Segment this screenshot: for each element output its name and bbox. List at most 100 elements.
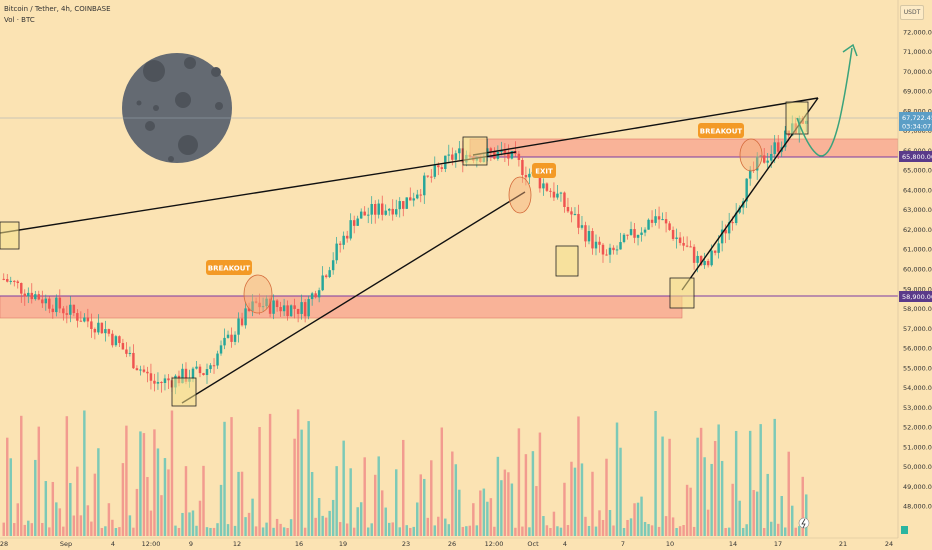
candle-body	[237, 318, 240, 335]
breakout-badge-2: BREAKOUT	[698, 123, 744, 138]
volume-bar	[734, 430, 738, 536]
volume-bar	[622, 527, 626, 536]
volume-bar	[664, 516, 668, 536]
volume-bar	[163, 458, 167, 536]
volume-bar	[188, 512, 191, 536]
candle-body	[500, 150, 503, 152]
candle-body	[118, 336, 121, 344]
volume-bar	[107, 503, 111, 536]
candle-body	[48, 298, 51, 309]
volume-bar	[324, 517, 328, 536]
y-tick-label: 67,000.00	[903, 127, 932, 135]
x-tick-label: 12	[233, 540, 241, 548]
candle-body	[2, 278, 5, 280]
last-price-value: 67,722.45	[902, 114, 932, 122]
candle-body	[83, 317, 86, 322]
candle-body	[272, 300, 275, 314]
upper-trendline	[0, 151, 517, 234]
candle-body	[289, 305, 293, 317]
candle-body	[706, 260, 710, 266]
candle-body	[202, 373, 205, 376]
volume-bar	[759, 424, 762, 536]
candle-body	[261, 306, 265, 308]
volume-bar	[181, 512, 184, 536]
candle-body	[668, 223, 671, 230]
candle-body	[107, 329, 111, 334]
volume-bar	[405, 525, 408, 536]
volume-bar	[226, 524, 230, 536]
volume-bar	[251, 498, 254, 536]
candle-body	[69, 304, 72, 315]
volume-bar	[776, 523, 780, 536]
candle-body	[384, 210, 387, 215]
y-tick-label: 57,000.00	[903, 325, 932, 333]
volume-bar	[240, 471, 244, 536]
candle-body	[549, 190, 552, 192]
exit-badge: EXIT	[532, 163, 556, 178]
volume-bar	[755, 491, 759, 536]
candle-body	[86, 317, 90, 322]
volume-bar	[647, 524, 650, 536]
candle-body	[149, 373, 153, 381]
x-tick-label: Sep	[60, 540, 72, 548]
candle-body	[734, 212, 738, 224]
volume-bar	[209, 527, 212, 536]
volume-bar	[791, 505, 794, 536]
candle-body	[139, 369, 142, 371]
volume-bar	[345, 523, 349, 536]
volume-bar	[437, 516, 440, 536]
volume-bar	[794, 527, 797, 536]
volume-bars	[2, 409, 808, 536]
candle-body	[451, 154, 454, 160]
candle-body	[391, 208, 394, 215]
x-tick-label: 19	[339, 540, 347, 548]
candle-body	[72, 304, 76, 314]
volume-bar	[72, 515, 76, 536]
y-tick-label: 58,000.00	[903, 305, 932, 313]
volume-bar	[531, 451, 535, 536]
candle-body	[601, 244, 605, 255]
candle-body	[153, 380, 156, 384]
x-tick-label: 4	[563, 540, 567, 548]
candle-body	[62, 308, 65, 314]
scale-badge[interactable]	[901, 526, 908, 534]
volume-bar	[671, 517, 675, 536]
candle-body	[556, 193, 559, 198]
volume-bar	[90, 521, 93, 536]
volume-bar	[584, 516, 587, 536]
volume-bar	[500, 480, 503, 536]
candle-body	[710, 250, 713, 266]
volume-bar	[559, 527, 563, 536]
candle-body	[23, 293, 27, 297]
candle-body	[402, 201, 405, 209]
currency-button[interactable]: USDT	[900, 5, 924, 20]
volume-bar	[41, 522, 44, 536]
candle-body	[279, 307, 282, 312]
volume-bar	[412, 526, 415, 536]
candle-body	[209, 365, 212, 370]
candle-body	[226, 334, 230, 338]
candle-body	[293, 305, 296, 309]
candle-body	[44, 298, 48, 304]
volume-bar	[58, 508, 62, 536]
volume-bar	[258, 427, 261, 536]
volume-bar	[517, 428, 521, 536]
candle-body	[303, 302, 307, 317]
candle-body	[563, 192, 566, 207]
trend-lines	[0, 97, 819, 404]
candle-body	[114, 336, 118, 346]
volume-bar	[373, 474, 377, 536]
candle-body	[755, 156, 759, 171]
candle-body	[93, 328, 97, 333]
candle-body	[191, 368, 195, 379]
volume-bar	[496, 456, 500, 536]
candle-body	[717, 243, 720, 253]
candle-body	[317, 290, 321, 298]
volume-bar	[769, 521, 773, 536]
volume-bar	[521, 526, 524, 536]
candle-body	[584, 225, 587, 242]
candle-body	[640, 232, 643, 235]
candle-body	[142, 369, 146, 372]
volume-bar	[748, 430, 752, 536]
support-price-tag: 58,900.00	[899, 291, 932, 302]
